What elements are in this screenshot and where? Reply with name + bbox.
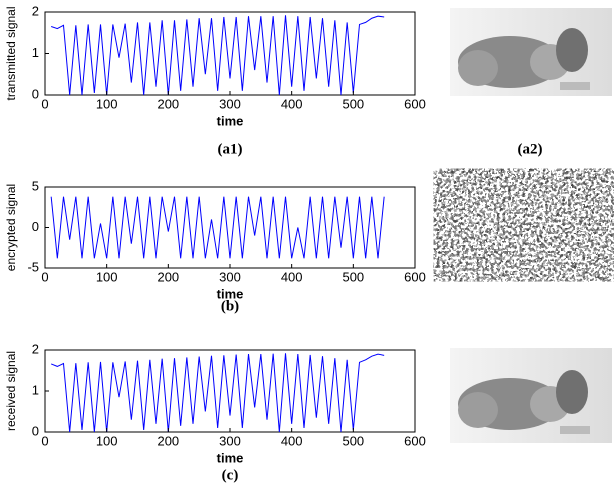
- x-tick-label: 0: [41, 96, 48, 111]
- x-tick-label: 100: [96, 433, 118, 448]
- x-axis-label: time: [217, 113, 244, 128]
- x-tick-label: 600: [404, 96, 426, 111]
- x-tick-label: 200: [157, 96, 179, 111]
- signal-line: [50, 196, 385, 259]
- y-tick-label: 1: [32, 382, 39, 397]
- x-tick-label: 400: [281, 269, 303, 284]
- caption: (a1): [218, 141, 243, 157]
- x-tick-label: 600: [404, 433, 426, 448]
- x-tick-label: 100: [96, 269, 118, 284]
- x-axis-label: time: [217, 450, 244, 465]
- x-tick-label: 500: [342, 96, 364, 111]
- x-tick-label: 200: [157, 433, 179, 448]
- x-tick-label: 500: [342, 433, 364, 448]
- x-tick-label: 400: [281, 96, 303, 111]
- y-axis-label: encrypted signal: [4, 184, 18, 271]
- x-tick-label: 0: [41, 269, 48, 284]
- plot-area: [44, 349, 416, 433]
- caption: (b): [221, 298, 239, 314]
- caption: (a2): [518, 141, 543, 157]
- y-axis-label: transmitted signal: [4, 6, 18, 100]
- x-tick-label: 500: [342, 269, 364, 284]
- x-tick-label: 100: [96, 96, 118, 111]
- x-tick-label: 400: [281, 433, 303, 448]
- image-encrypted: [450, 178, 612, 272]
- x-tick-label: 300: [219, 96, 241, 111]
- x-tick-label: 300: [219, 269, 241, 284]
- y-tick-label: 0: [32, 219, 39, 234]
- x-tick-label: 300: [219, 433, 241, 448]
- image-decrypted: [450, 348, 612, 443]
- x-tick-label: 600: [404, 269, 426, 284]
- y-tick-label: 0: [32, 423, 39, 438]
- y-tick-label: 1: [32, 45, 39, 60]
- x-tick-label: 0: [41, 433, 48, 448]
- y-tick-label: 0: [32, 86, 39, 101]
- y-tick-label: 2: [32, 3, 39, 18]
- y-tick-label: 2: [32, 341, 39, 356]
- x-tick-label: 200: [157, 269, 179, 284]
- x-axis-label: time: [217, 286, 244, 301]
- y-axis-label: received signal: [4, 351, 18, 431]
- caption: (c): [222, 467, 239, 483]
- y-tick-label: 5: [32, 178, 39, 193]
- y-tick-label: -5: [27, 259, 39, 274]
- image-original: [450, 8, 612, 96]
